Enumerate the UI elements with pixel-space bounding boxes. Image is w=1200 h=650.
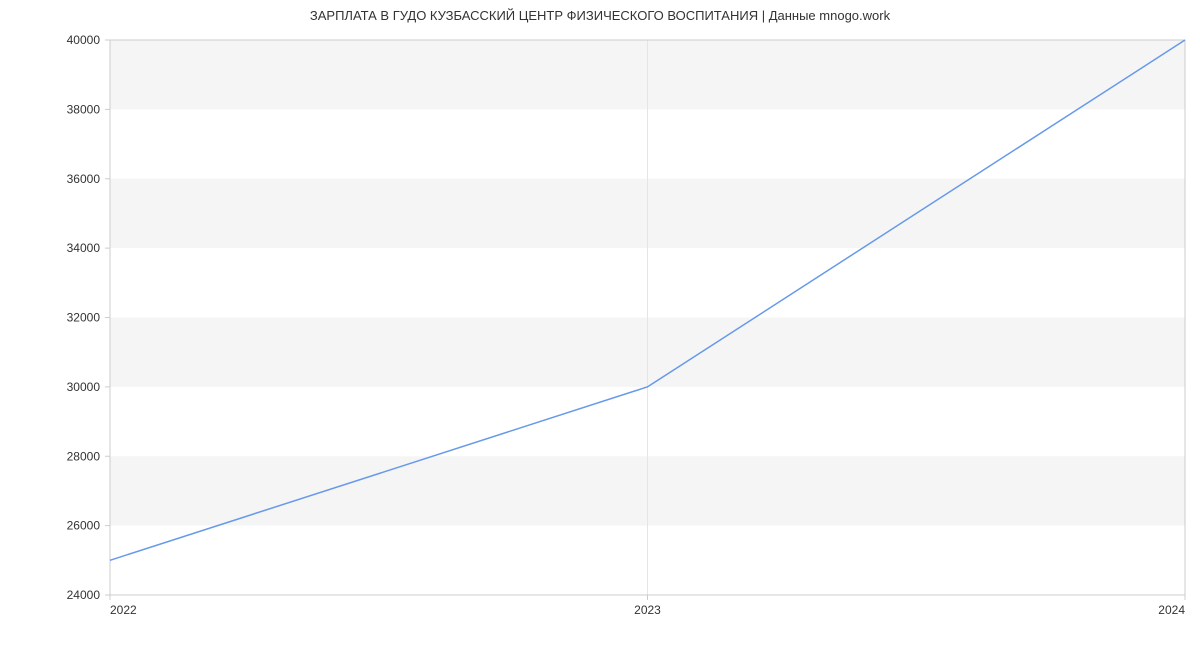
- y-tick-label: 32000: [67, 311, 101, 325]
- y-tick-label: 36000: [67, 172, 101, 186]
- y-tick-label: 40000: [67, 33, 101, 47]
- y-tick-label: 24000: [67, 588, 101, 602]
- y-tick-label: 38000: [67, 102, 101, 116]
- x-tick-label: 2023: [634, 603, 661, 617]
- y-tick-label: 30000: [67, 380, 101, 394]
- salary-line-chart: ЗАРПЛАТА В ГУДО КУЗБАССКИЙ ЦЕНТР ФИЗИЧЕС…: [0, 0, 1200, 650]
- x-tick-label: 2022: [110, 603, 137, 617]
- y-tick-label: 28000: [67, 449, 101, 463]
- y-tick-label: 34000: [67, 241, 101, 255]
- chart-canvas: 24000 26000 28000 30000 32000 34000 36000 38000…: [0, 0, 1200, 650]
- x-tick-label: 2024: [1158, 603, 1185, 617]
- y-tick-label: 26000: [67, 519, 101, 533]
